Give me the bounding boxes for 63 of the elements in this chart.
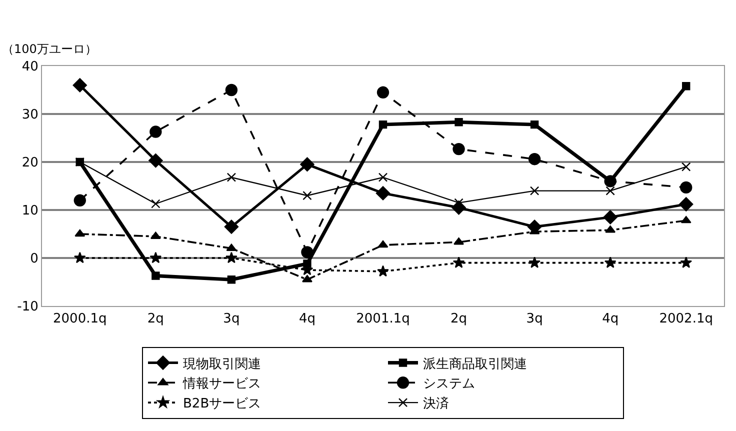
y-axis-title: （100万ユーロ）: [2, 42, 97, 56]
y-tick-label: 10: [22, 204, 38, 219]
y-tick-label: -10: [17, 300, 38, 315]
legend-label: B2Bサービス: [183, 396, 262, 412]
legend-label: 決済: [423, 396, 449, 412]
point: [150, 126, 162, 138]
y-tick-label: 40: [22, 60, 38, 75]
point: [150, 252, 162, 264]
point: [604, 256, 616, 268]
point: [300, 157, 314, 172]
point: [378, 120, 388, 129]
point: [151, 199, 160, 208]
point: [452, 142, 465, 156]
y-tick-label: 20: [22, 156, 38, 171]
point: [226, 252, 238, 264]
x-tick-label: 2002.1q: [659, 312, 713, 327]
x-tick-label: 4q: [298, 312, 316, 327]
point: [680, 216, 692, 224]
legend-label: システム: [423, 376, 475, 392]
point: [301, 246, 314, 258]
point: [680, 256, 692, 268]
point: [679, 197, 694, 212]
point: [454, 118, 463, 126]
point: [603, 210, 618, 224]
y-tick-label: 0: [30, 252, 38, 267]
point: [454, 238, 464, 245]
point: [152, 272, 160, 280]
x-tick-label: 3q: [223, 312, 240, 327]
point: [148, 153, 163, 168]
point: [682, 82, 690, 90]
y-tick-label: 30: [22, 108, 38, 123]
point: [528, 256, 540, 268]
point: [74, 194, 86, 206]
point: [528, 153, 541, 166]
point: [302, 191, 312, 200]
point: [377, 265, 389, 277]
x-tick-label: 2q: [147, 312, 164, 327]
point: [74, 252, 86, 264]
legend-label: 情報サービス: [182, 376, 261, 392]
point: [376, 86, 390, 98]
x-tick-label: 4q: [602, 312, 619, 327]
point: [682, 162, 691, 172]
point: [72, 78, 87, 92]
point: [378, 172, 388, 182]
point: [302, 275, 312, 282]
point: [606, 186, 615, 196]
point: [530, 186, 540, 196]
point: [452, 256, 465, 268]
point: [74, 229, 86, 237]
point: [224, 220, 239, 234]
point: [376, 186, 390, 200]
x-tick-label: 2001.1q: [356, 312, 410, 327]
legend-label: 派生商品取引関連: [423, 356, 527, 372]
point: [225, 84, 238, 96]
x-tick-label: 2q: [450, 312, 468, 327]
point: [226, 172, 236, 182]
x-tick-label: 2000.1q: [53, 312, 107, 327]
point: [680, 181, 692, 194]
x-tick-label: 3q: [526, 312, 543, 327]
point: [530, 120, 539, 129]
point: [378, 240, 388, 248]
point: [227, 276, 236, 284]
legend-label: 現物取引関連: [183, 356, 261, 372]
